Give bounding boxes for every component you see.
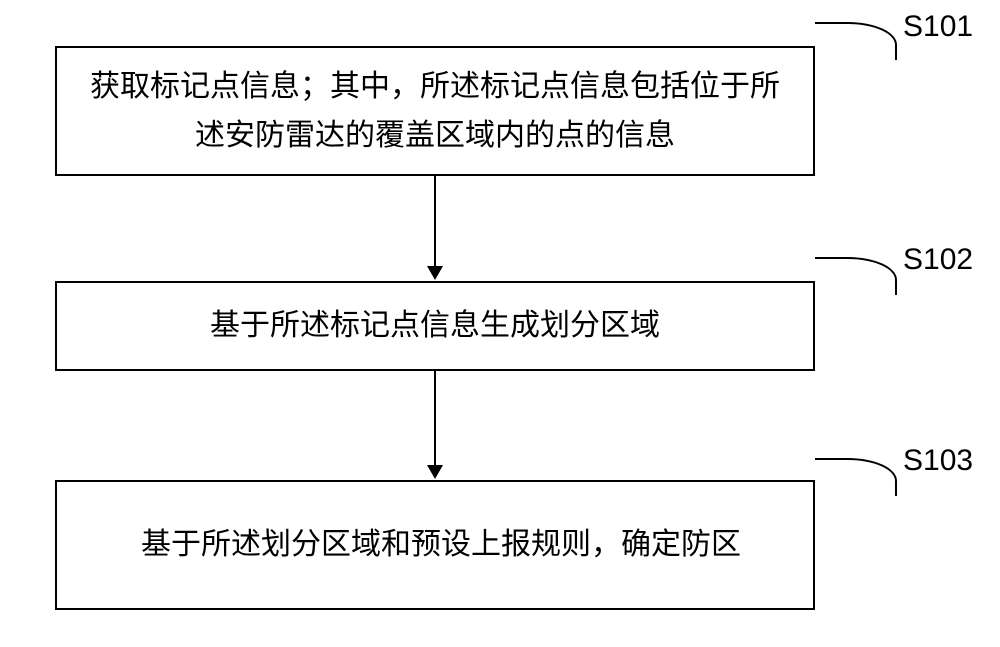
step-text-s101: 获取标记点信息；其中，所述标记点信息包括位于所述安防雷达的覆盖区域内的点的信息 xyxy=(81,62,789,161)
connector-line-2 xyxy=(434,371,436,465)
step-label-s102: S102 xyxy=(903,243,973,277)
step-label-s101: S101 xyxy=(903,10,973,44)
step-text-s103: 基于所述划分区域和预设上报规则，确定防区 xyxy=(81,520,789,570)
label-curve-s101 xyxy=(815,22,897,60)
label-curve-s103 xyxy=(815,458,897,496)
step-label-s103: S103 xyxy=(903,444,973,478)
arrow-2 xyxy=(427,465,443,479)
label-curve-s102 xyxy=(815,257,897,295)
step-box-s103: 基于所述划分区域和预设上报规则，确定防区 xyxy=(55,480,815,610)
step-text-s102: 基于所述标记点信息生成划分区域 xyxy=(81,301,789,351)
arrow-1 xyxy=(427,266,443,280)
flowchart-container: 获取标记点信息；其中，所述标记点信息包括位于所述安防雷达的覆盖区域内的点的信息 … xyxy=(0,0,1000,647)
step-box-s102: 基于所述标记点信息生成划分区域 xyxy=(55,281,815,371)
connector-line-1 xyxy=(434,176,436,266)
step-box-s101: 获取标记点信息；其中，所述标记点信息包括位于所述安防雷达的覆盖区域内的点的信息 xyxy=(55,46,815,176)
